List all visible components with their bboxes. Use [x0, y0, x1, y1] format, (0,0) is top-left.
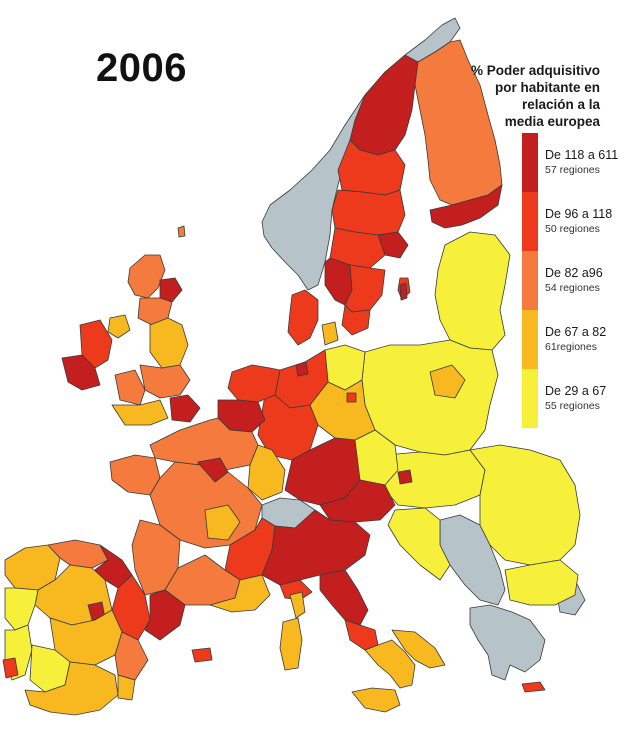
legend-range: De 29 a 67	[545, 384, 607, 398]
france-regions	[109, 417, 286, 613]
legend-count: 61regiones	[545, 341, 597, 353]
region-murcia[interactable]	[117, 674, 136, 701]
region-lazio[interactable]	[344, 619, 379, 651]
region-brittany[interactable]	[109, 454, 161, 496]
region-crete[interactable]	[521, 681, 546, 693]
legend-title: % Poder adquisitivo por habitante en rel…	[430, 62, 600, 130]
uk-ireland-regions	[61, 254, 201, 426]
legend-range: De 82 a96	[545, 266, 603, 280]
region-apulia[interactable]	[391, 629, 446, 669]
legend-count: 57 regiones	[545, 164, 600, 176]
legend-item: De 67 a 82 61regiones	[522, 310, 612, 369]
legend-swatch	[522, 251, 538, 310]
region-burgundy[interactable]	[204, 504, 241, 541]
region-sardinia[interactable]	[279, 617, 303, 671]
no-data-regions	[261, 17, 586, 681]
region-south-sweden[interactable]	[341, 304, 371, 336]
region-balearics[interactable]	[191, 647, 213, 663]
region-hamburg[interactable]	[295, 361, 309, 377]
region-liguria[interactable]	[279, 579, 313, 601]
nordic-regions	[324, 39, 503, 336]
legend-item: De 118 a 611 57 regiones	[522, 133, 618, 192]
region-north-middle-sweden[interactable]	[331, 189, 406, 236]
legend: De 118 a 611 57 regiones De 96 a 118 50 …	[522, 133, 618, 428]
legend-title-line: media europea	[504, 114, 600, 129]
legend-count: 54 regiones	[545, 282, 600, 294]
legend-item: De 82 a96 54 regiones	[522, 251, 612, 310]
legend-count: 55 regiones	[545, 400, 600, 412]
iberia-regions	[2, 539, 213, 716]
region-northern-ireland[interactable]	[107, 314, 131, 339]
region-denmark[interactable]	[287, 289, 319, 346]
region-west-germany[interactable]	[257, 394, 319, 461]
legend-item: De 29 a 67 55 regiones	[522, 369, 612, 428]
legend-swatch	[522, 369, 538, 428]
region-catalonia[interactable]	[144, 589, 186, 641]
region-netherlands[interactable]	[227, 364, 281, 403]
region-basque[interactable]	[94, 544, 133, 589]
region-corsica[interactable]	[289, 591, 306, 619]
region-zealand[interactable]	[321, 321, 339, 346]
region-midlands[interactable]	[139, 364, 191, 399]
region-aland[interactable]	[399, 282, 408, 301]
region-bulgaria[interactable]	[504, 559, 579, 606]
legend-count: 50 regiones	[545, 223, 600, 235]
region-lisbon[interactable]	[2, 657, 19, 679]
region-greece[interactable]	[469, 604, 546, 681]
region-north-england[interactable]	[149, 317, 189, 369]
region-croatia[interactable]	[387, 507, 451, 581]
legend-range: De 96 a 118	[545, 207, 613, 221]
region-central-italy[interactable]	[319, 569, 369, 626]
legend-swatch	[522, 192, 538, 251]
region-sicily[interactable]	[351, 687, 401, 713]
region-vienna[interactable]	[397, 469, 413, 485]
central-regions	[217, 289, 413, 523]
region-orkney[interactable]	[177, 225, 186, 238]
region-north-italy[interactable]	[261, 509, 371, 586]
legend-range: De 67 a 82	[545, 325, 607, 339]
italy-regions	[261, 509, 446, 713]
legend-swatch	[522, 133, 538, 192]
legend-title-line: % Poder adquisitivo	[470, 63, 600, 78]
region-asturias[interactable]	[47, 539, 109, 569]
region-helsinki[interactable]	[429, 184, 503, 229]
region-ireland-south[interactable]	[61, 354, 101, 391]
eastern-regions	[324, 231, 581, 606]
region-warsaw[interactable]	[429, 364, 466, 399]
region-baltics[interactable]	[434, 231, 511, 351]
region-south-west-england[interactable]	[111, 399, 169, 426]
legend-title-line: por habitante en	[494, 80, 600, 95]
region-berlin[interactable]	[346, 392, 357, 403]
region-scotland-highlands[interactable]	[127, 254, 166, 299]
region-andalusia[interactable]	[24, 661, 119, 716]
region-south-italy[interactable]	[364, 639, 416, 689]
region-valencia[interactable]	[114, 631, 149, 681]
region-wales[interactable]	[114, 369, 146, 406]
legend-title-line: relación a la	[521, 97, 600, 112]
legend-item: De 96 a 118 50 regiones	[522, 192, 612, 251]
legend-range: De 118 a 611	[545, 148, 619, 162]
region-london[interactable]	[169, 394, 201, 423]
region-portugal-north[interactable]	[4, 587, 39, 631]
region-lorraine[interactable]	[247, 444, 286, 501]
year-title: 2006	[96, 46, 187, 90]
islands	[177, 225, 546, 693]
region-languedoc[interactable]	[209, 574, 271, 613]
region-north-east-scotland[interactable]	[159, 277, 183, 303]
legend-swatch	[522, 310, 538, 369]
